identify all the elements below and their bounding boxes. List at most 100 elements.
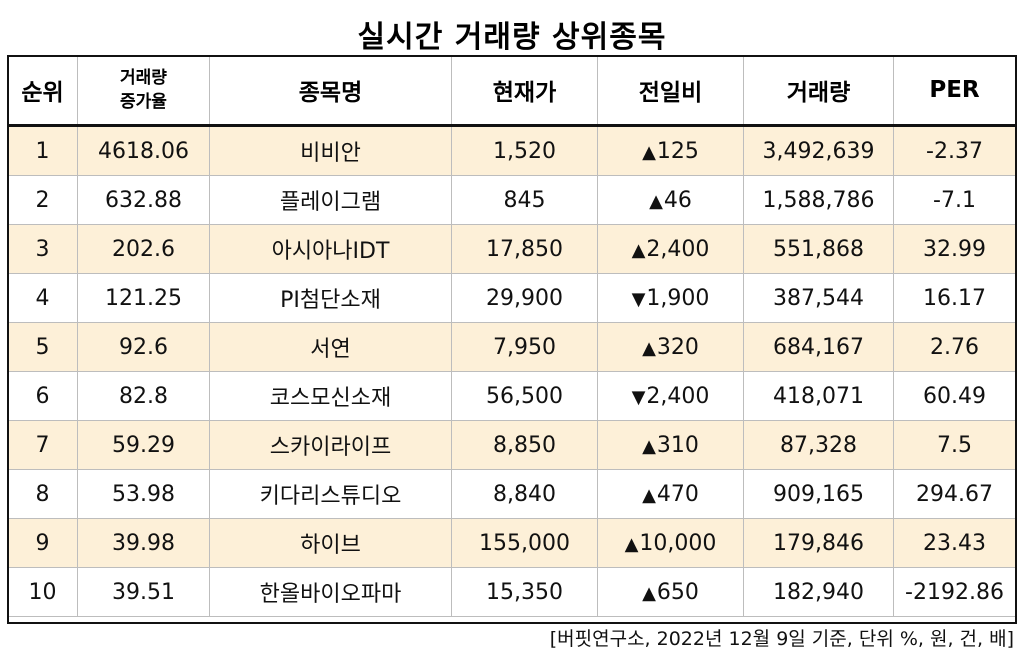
table-row: 1 4618.06 비비안 1,520 ▲125 3,492,639 -2.37 [7, 125, 1016, 176]
cell-volume: 551,868 [743, 224, 894, 274]
cell-price: 845 [451, 175, 598, 225]
cell-price: 56,500 [451, 371, 598, 421]
cell-volume-increase: 39.51 [77, 567, 210, 617]
cell-change: ▲46 [597, 175, 744, 225]
cell-per: 2.76 [893, 322, 1016, 372]
cell-name: 플레이그램 [209, 175, 452, 225]
cell-name: 한올바이오파마 [209, 567, 452, 617]
cell-name: 서연 [209, 322, 452, 372]
cell-volume-increase: 632.88 [77, 175, 210, 225]
table-row: 2 632.88 플레이그램 845 ▲46 1,588,786 -7.1 [7, 175, 1016, 225]
table-header-row: 순위 거래량 증가율 종목명 현재가 전일비 거래량 PER [7, 55, 1016, 127]
cell-price: 15,350 [451, 567, 598, 617]
header-volume-increase-line1: 거래량 [120, 68, 167, 88]
change-value: 310 [656, 432, 699, 458]
change-value: 650 [656, 579, 699, 605]
cell-name: 코스모신소재 [209, 371, 452, 421]
header-change: 전일비 [597, 55, 744, 127]
cell-name: 비비안 [209, 125, 452, 176]
cell-rank: 4 [7, 273, 78, 323]
cell-rank: 3 [7, 224, 78, 274]
table-row: 3 202.6 아시아나IDT 17,850 ▲2,400 551,868 32.99 [7, 224, 1016, 274]
volume-ranking-table: 순위 거래량 증가율 종목명 현재가 전일비 거래량 PER 1 4618.06 비… [7, 55, 1016, 617]
change-value: 10,000 [639, 530, 717, 556]
header-volume-increase-line2: 증가율 [120, 92, 167, 112]
cell-per: 16.17 [893, 273, 1016, 323]
cell-price: 8,840 [451, 469, 598, 519]
cell-volume: 387,544 [743, 273, 894, 323]
cell-price: 29,900 [451, 273, 598, 323]
page-title: 실시간 거래량 상위종목 [357, 20, 667, 55]
cell-rank: 10 [7, 567, 78, 617]
cell-name: 아시아나IDT [209, 224, 452, 274]
cell-rank: 2 [7, 175, 78, 225]
up-arrow-icon: ▲ [631, 239, 646, 261]
up-arrow-icon: ▲ [642, 484, 656, 506]
cell-change: ▲2,400 [597, 224, 744, 274]
change-value: 125 [656, 138, 699, 164]
cell-volume-increase: 53.98 [77, 469, 210, 519]
header-volume: 거래량 [743, 55, 894, 127]
up-arrow-icon: ▲ [649, 190, 663, 212]
cell-volume-increase: 4618.06 [77, 125, 210, 176]
cell-volume: 3,492,639 [743, 125, 894, 176]
cell-change: ▼2,400 [597, 371, 744, 421]
cell-name: 키다리스튜디오 [209, 469, 452, 519]
cell-price: 17,850 [451, 224, 598, 274]
header-rank: 순위 [7, 55, 78, 127]
cell-volume-increase: 82.8 [77, 371, 210, 421]
cell-volume-increase: 59.29 [77, 420, 210, 470]
cell-change: ▼1,900 [597, 273, 744, 323]
change-value: 470 [656, 481, 699, 507]
up-arrow-icon: ▲ [624, 533, 639, 555]
header-name: 종목명 [209, 55, 452, 127]
cell-per: -2192.86 [893, 567, 1016, 617]
source-note: [버핏연구소, 2022년 12월 9일 기준, 단위 %, 원, 건, 배] [549, 628, 1014, 650]
change-value: 320 [656, 334, 699, 360]
cell-volume-increase: 121.25 [77, 273, 210, 323]
cell-change: ▲320 [597, 322, 744, 372]
cell-per: 294.67 [893, 469, 1016, 519]
cell-rank: 8 [7, 469, 78, 519]
up-arrow-icon: ▲ [642, 337, 656, 359]
cell-price: 1,520 [451, 125, 598, 176]
cell-per: 23.43 [893, 518, 1016, 568]
header-per: PER [893, 55, 1016, 127]
cell-volume: 179,846 [743, 518, 894, 568]
cell-name: 스카이라이프 [209, 420, 452, 470]
cell-per: 7.5 [893, 420, 1016, 470]
cell-volume: 87,328 [743, 420, 894, 470]
table-row: 5 92.6 서연 7,950 ▲320 684,167 2.76 [7, 322, 1016, 372]
cell-volume: 909,165 [743, 469, 894, 519]
cell-change: ▲470 [597, 469, 744, 519]
change-value: 1,900 [646, 285, 710, 311]
cell-volume: 1,588,786 [743, 175, 894, 225]
cell-per: -2.37 [893, 125, 1016, 176]
cell-volume: 684,167 [743, 322, 894, 372]
cell-rank: 6 [7, 371, 78, 421]
cell-per: 32.99 [893, 224, 1016, 274]
down-arrow-icon: ▼ [631, 386, 646, 408]
cell-change: ▲10,000 [597, 518, 744, 568]
cell-rank: 1 [7, 125, 78, 176]
cell-price: 7,950 [451, 322, 598, 372]
cell-change: ▲650 [597, 567, 744, 617]
header-volume-increase: 거래량 증가율 [77, 55, 210, 127]
table-row: 8 53.98 키다리스튜디오 8,840 ▲470 909,165 294.67 [7, 469, 1016, 519]
change-value: 2,400 [646, 236, 710, 262]
table-row: 9 39.98 하이브 155,000 ▲10,000 179,846 23.43 [7, 518, 1016, 568]
change-value: 2,400 [646, 383, 710, 409]
up-arrow-icon: ▲ [642, 582, 656, 604]
table-body: 1 4618.06 비비안 1,520 ▲125 3,492,639 -2.37 2 632.8… [7, 125, 1016, 617]
cell-rank: 5 [7, 322, 78, 372]
cell-per: -7.1 [893, 175, 1016, 225]
cell-change: ▲310 [597, 420, 744, 470]
cell-per: 60.49 [893, 371, 1016, 421]
cell-change: ▲125 [597, 125, 744, 176]
header-price: 현재가 [451, 55, 598, 127]
cell-name: PI첨단소재 [209, 273, 452, 323]
up-arrow-icon: ▲ [642, 141, 656, 163]
cell-name: 하이브 [209, 518, 452, 568]
table-row: 10 39.51 한올바이오파마 15,350 ▲650 182,940 -2192.86 [7, 567, 1016, 617]
cell-price: 155,000 [451, 518, 598, 568]
